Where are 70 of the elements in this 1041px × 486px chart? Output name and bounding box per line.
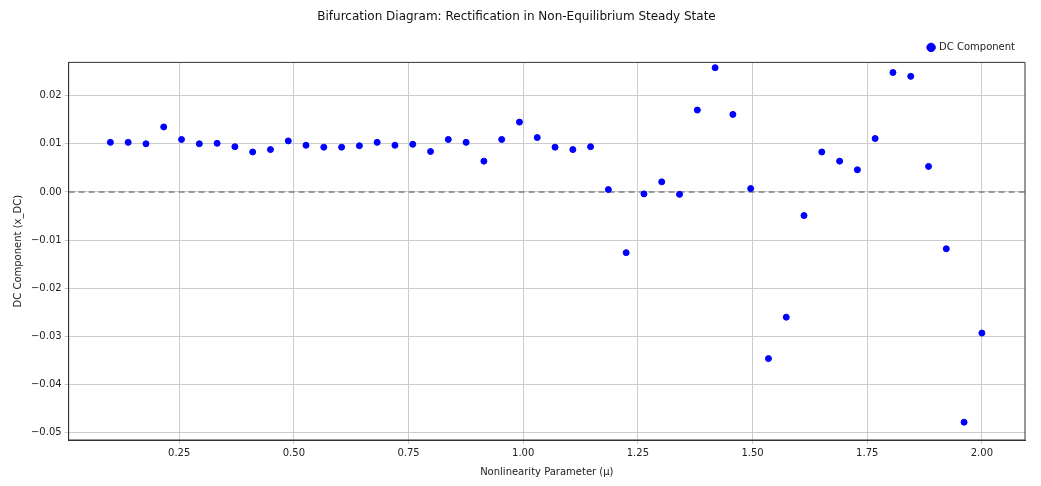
point <box>622 249 630 257</box>
point <box>498 135 506 143</box>
point <box>266 146 274 154</box>
point <box>853 166 861 174</box>
point <box>142 140 150 148</box>
point <box>907 72 915 80</box>
x-tick-label: 1.75 <box>856 446 879 458</box>
point <box>782 313 790 321</box>
y-tick-label: −0.02 <box>30 281 62 293</box>
point <box>764 355 772 363</box>
point <box>249 148 257 156</box>
point <box>533 134 541 142</box>
point <box>729 110 737 118</box>
point <box>195 140 203 148</box>
point <box>231 143 239 151</box>
x-tick-label: 0.50 <box>282 446 305 458</box>
x-tick-label: 1.00 <box>512 446 535 458</box>
y-tick-label: −0.01 <box>30 233 62 245</box>
point <box>178 135 186 143</box>
point <box>640 190 648 198</box>
point <box>391 141 399 149</box>
point <box>658 178 666 186</box>
x-tick-label: 0.75 <box>397 446 420 458</box>
point <box>889 69 897 77</box>
x-tick-label: 2.00 <box>970 446 994 458</box>
point <box>355 142 363 150</box>
y-tick-label: 0.00 <box>39 185 62 197</box>
point <box>604 186 612 194</box>
y-tick-label: 0.01 <box>39 137 62 149</box>
point <box>711 64 719 72</box>
y-tick-label: −0.04 <box>30 378 62 390</box>
point <box>676 190 684 198</box>
x-tick-label: 0.25 <box>168 446 191 458</box>
point <box>871 135 879 142</box>
point <box>836 157 844 165</box>
point <box>551 143 559 151</box>
point <box>693 106 701 114</box>
point <box>960 418 968 426</box>
point <box>942 245 950 253</box>
point <box>106 138 114 146</box>
y-tick-label: −0.05 <box>30 426 62 438</box>
point <box>320 143 328 151</box>
point <box>302 141 310 149</box>
y-tick-label: 0.02 <box>39 89 62 101</box>
point <box>160 123 168 131</box>
point <box>515 118 523 126</box>
legend-label: DC Component <box>939 40 1016 52</box>
point <box>569 146 577 154</box>
x-axis-title: Nonlinearity Parameter (μ) <box>480 465 614 477</box>
point <box>462 138 470 146</box>
point <box>409 140 417 148</box>
point <box>480 157 488 165</box>
point <box>747 185 755 193</box>
y-tick-label: −0.03 <box>30 330 62 342</box>
point <box>587 143 595 151</box>
point <box>444 135 452 143</box>
y-axis-title: DC Component (x_DC) <box>11 194 24 308</box>
point <box>124 138 132 146</box>
point <box>427 148 435 155</box>
point <box>213 139 221 147</box>
point <box>925 162 933 170</box>
point <box>818 148 826 156</box>
point <box>373 138 381 146</box>
x-tick-label: 1.50 <box>741 446 764 458</box>
point <box>338 143 346 151</box>
point <box>978 329 986 337</box>
chart-title: Bifurcation Diagram: Rectification in Non-Equilibrium Steady State <box>317 9 716 24</box>
point <box>284 137 292 145</box>
point <box>800 212 808 220</box>
x-tick-label: 1.25 <box>626 446 649 458</box>
